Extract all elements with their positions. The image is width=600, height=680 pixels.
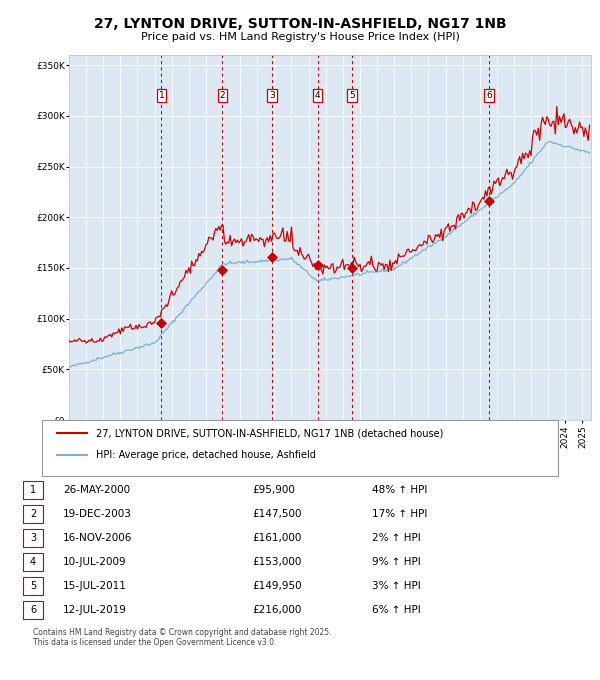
Text: 6% ↑ HPI: 6% ↑ HPI	[372, 605, 421, 615]
Text: 12-JUL-2019: 12-JUL-2019	[63, 605, 127, 615]
Text: 6: 6	[486, 91, 491, 100]
Text: Contains HM Land Registry data © Crown copyright and database right 2025.
This d: Contains HM Land Registry data © Crown c…	[33, 628, 331, 647]
Text: £95,900: £95,900	[252, 485, 295, 495]
Text: 2: 2	[220, 91, 225, 100]
Text: 2% ↑ HPI: 2% ↑ HPI	[372, 533, 421, 543]
Text: 3: 3	[269, 91, 275, 100]
Text: HPI: Average price, detached house, Ashfield: HPI: Average price, detached house, Ashf…	[96, 449, 316, 460]
Text: £161,000: £161,000	[252, 533, 301, 543]
Text: £147,500: £147,500	[252, 509, 302, 519]
Text: 27, LYNTON DRIVE, SUTTON-IN-ASHFIELD, NG17 1NB (detached house): 27, LYNTON DRIVE, SUTTON-IN-ASHFIELD, NG…	[96, 428, 443, 438]
Text: 26-MAY-2000: 26-MAY-2000	[63, 485, 130, 495]
Text: 10-JUL-2009: 10-JUL-2009	[63, 557, 127, 567]
Text: 1: 1	[158, 91, 164, 100]
Text: 17% ↑ HPI: 17% ↑ HPI	[372, 509, 427, 519]
Text: 3% ↑ HPI: 3% ↑ HPI	[372, 581, 421, 591]
Text: 6: 6	[30, 605, 36, 615]
Text: 2: 2	[30, 509, 36, 519]
Text: 15-JUL-2011: 15-JUL-2011	[63, 581, 127, 591]
Text: 48% ↑ HPI: 48% ↑ HPI	[372, 485, 427, 495]
Text: 3: 3	[30, 533, 36, 543]
Text: £216,000: £216,000	[252, 605, 301, 615]
Text: 1: 1	[30, 485, 36, 495]
Text: 9% ↑ HPI: 9% ↑ HPI	[372, 557, 421, 567]
Text: £149,950: £149,950	[252, 581, 302, 591]
Text: 5: 5	[349, 91, 355, 100]
Text: 16-NOV-2006: 16-NOV-2006	[63, 533, 133, 543]
Text: £153,000: £153,000	[252, 557, 301, 567]
Text: 4: 4	[314, 91, 320, 100]
Text: 4: 4	[30, 557, 36, 567]
Text: 5: 5	[30, 581, 36, 591]
Text: 19-DEC-2003: 19-DEC-2003	[63, 509, 132, 519]
Text: Price paid vs. HM Land Registry's House Price Index (HPI): Price paid vs. HM Land Registry's House …	[140, 33, 460, 42]
Text: 27, LYNTON DRIVE, SUTTON-IN-ASHFIELD, NG17 1NB: 27, LYNTON DRIVE, SUTTON-IN-ASHFIELD, NG…	[94, 18, 506, 31]
